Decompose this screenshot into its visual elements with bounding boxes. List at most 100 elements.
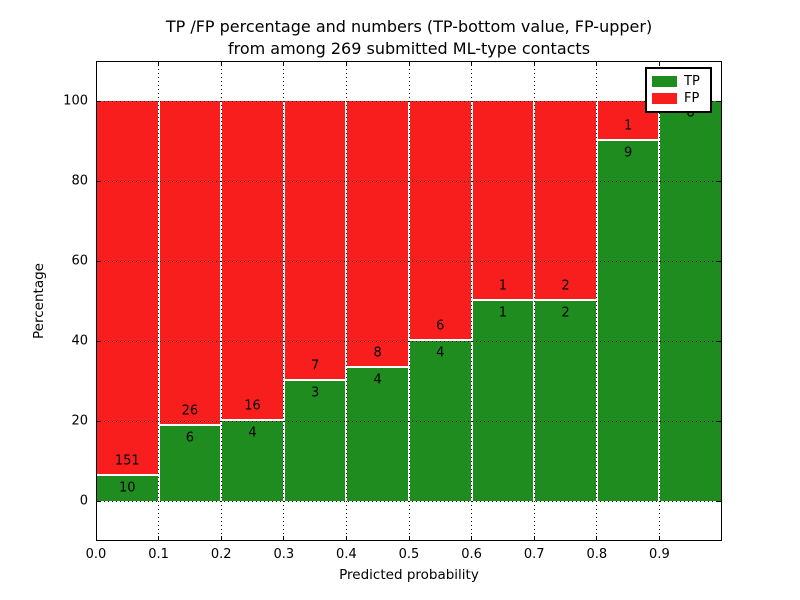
bar-tp-segment bbox=[534, 301, 597, 501]
legend-item-tp: TP bbox=[652, 75, 705, 88]
bar-tp-segment bbox=[221, 421, 284, 501]
gridline-horizontal bbox=[96, 501, 722, 502]
y-tick-right bbox=[717, 180, 722, 182]
gridline-vertical bbox=[533, 61, 535, 541]
chart-title-line1: TP /FP percentage and numbers (TP-bottom… bbox=[165, 17, 653, 36]
x-tick-label: 0.3 bbox=[273, 547, 295, 562]
x-tick-label: 0.5 bbox=[398, 547, 420, 562]
x-tick-label: 0.8 bbox=[586, 547, 608, 562]
x-tick-top bbox=[658, 61, 660, 66]
x-tick-bottom bbox=[95, 536, 97, 541]
fp-count-label: 1 bbox=[623, 118, 633, 134]
fp-count-label: 7 bbox=[310, 358, 320, 374]
gridline-vertical bbox=[158, 61, 160, 541]
gridline-vertical bbox=[283, 61, 285, 541]
bar-tp-segment bbox=[659, 101, 722, 501]
y-tick-label: 20 bbox=[71, 413, 88, 429]
y-tick-label: 100 bbox=[63, 93, 88, 109]
y-tick-right bbox=[717, 420, 722, 422]
y-tick-left bbox=[96, 260, 101, 262]
x-tick-top bbox=[596, 61, 598, 66]
gridline-vertical bbox=[658, 61, 660, 541]
stacked-bar bbox=[534, 101, 597, 501]
tp-count-label: 4 bbox=[248, 425, 257, 441]
stacked-bar bbox=[471, 101, 535, 501]
tp-count-label: 4 bbox=[436, 345, 445, 361]
fp-count-label: 16 bbox=[244, 398, 261, 414]
fp-count-label: 151 bbox=[114, 453, 140, 469]
y-tick-right bbox=[717, 100, 722, 102]
plot-area: 1511026616473846411221908 bbox=[95, 61, 722, 541]
x-tick-bottom bbox=[345, 536, 347, 541]
x-tick-bottom bbox=[658, 536, 660, 541]
stacked-bar bbox=[346, 101, 409, 501]
tp-count-label: 10 bbox=[119, 480, 136, 496]
y-tick-label: 0 bbox=[79, 493, 88, 509]
x-tick-bottom bbox=[283, 536, 285, 541]
fp-count-label: 8 bbox=[373, 345, 382, 361]
x-tick-bottom bbox=[471, 536, 473, 541]
fp-count-label: 6 bbox=[436, 318, 445, 334]
x-tick-bottom bbox=[533, 536, 535, 541]
x-tick-top bbox=[533, 61, 535, 66]
gridline-vertical bbox=[345, 61, 347, 541]
stacked-bar bbox=[283, 101, 347, 501]
x-tick-bottom bbox=[158, 536, 160, 541]
bar-fp-segment bbox=[409, 101, 472, 341]
x-tick-label: 0.9 bbox=[649, 547, 670, 562]
gridline-horizontal bbox=[96, 101, 722, 102]
gridline-horizontal bbox=[96, 261, 722, 262]
x-axis-label: Predicted probability bbox=[339, 567, 479, 583]
bar-fp-segment bbox=[471, 101, 535, 301]
bar-fp-segment bbox=[283, 101, 347, 381]
tp-count-label: 6 bbox=[185, 430, 195, 446]
x-tick-bottom bbox=[596, 536, 598, 541]
legend: TP FP bbox=[645, 67, 712, 113]
fp-count-label: 2 bbox=[561, 278, 570, 294]
y-axis-label: Percentage bbox=[31, 263, 47, 339]
x-tick-top bbox=[283, 61, 285, 66]
gridline-horizontal bbox=[96, 181, 722, 182]
tp-count-label: 3 bbox=[310, 385, 320, 401]
gridline-vertical bbox=[596, 61, 598, 541]
x-tick-top bbox=[408, 61, 410, 66]
y-tick-label: 40 bbox=[71, 333, 88, 349]
legend-label-tp: TP bbox=[684, 74, 700, 89]
bar-tp-segment bbox=[596, 141, 660, 501]
tp-count-label: 4 bbox=[373, 372, 382, 388]
fp-color-swatch bbox=[652, 93, 677, 104]
y-tick-left bbox=[96, 500, 101, 502]
gridline-horizontal bbox=[96, 421, 722, 422]
y-tick-left bbox=[96, 100, 101, 102]
x-tick-label: 0.6 bbox=[461, 547, 482, 562]
tp-color-swatch bbox=[652, 76, 677, 87]
y-tick-label: 60 bbox=[71, 253, 88, 269]
x-tick-top bbox=[345, 61, 347, 66]
bar-tp-segment bbox=[471, 301, 535, 501]
tp-count-label: 8 bbox=[686, 105, 695, 121]
x-tick-label: 0.2 bbox=[210, 547, 232, 562]
stacked-bar bbox=[221, 101, 284, 501]
chart-title-line2: from among 269 submitted ML-type contact… bbox=[227, 39, 591, 58]
gridline-horizontal bbox=[96, 341, 722, 342]
bar-fp-segment bbox=[346, 101, 409, 368]
x-tick-label: 0.7 bbox=[523, 547, 545, 562]
x-tick-label: 0.0 bbox=[85, 547, 107, 562]
x-tick-top bbox=[471, 61, 473, 66]
stacked-bar bbox=[596, 101, 660, 501]
bar-fp-segment bbox=[96, 101, 159, 477]
x-tick-top bbox=[220, 61, 222, 66]
tp-count-label: 2 bbox=[561, 305, 570, 321]
chart-title: TP /FP percentage and numbers (TP-bottom… bbox=[96, 16, 722, 60]
fp-count-label: 26 bbox=[181, 403, 199, 419]
stacked-bar bbox=[96, 101, 159, 501]
legend-label-fp: FP bbox=[684, 91, 700, 106]
y-tick-left bbox=[96, 180, 101, 182]
tp-count-label: 1 bbox=[498, 305, 508, 321]
x-tick-bottom bbox=[220, 536, 222, 541]
x-tick-top bbox=[158, 61, 160, 66]
y-tick-right bbox=[717, 500, 722, 502]
bar-fp-segment bbox=[158, 101, 222, 426]
y-tick-right bbox=[717, 340, 722, 342]
gridline-vertical bbox=[408, 61, 410, 541]
